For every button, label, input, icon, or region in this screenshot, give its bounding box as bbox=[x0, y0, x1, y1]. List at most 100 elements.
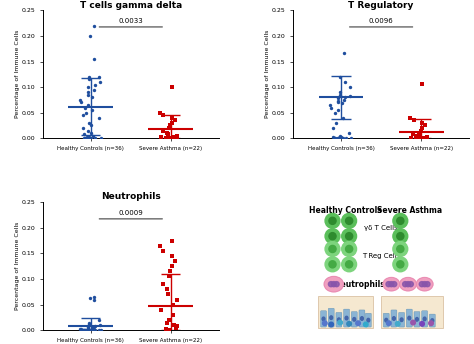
Point bbox=[89, 327, 96, 333]
Circle shape bbox=[329, 233, 336, 240]
Circle shape bbox=[346, 217, 353, 224]
Point bbox=[342, 136, 349, 141]
Point bbox=[337, 134, 345, 140]
Point bbox=[81, 327, 88, 333]
Point bbox=[86, 295, 94, 301]
Circle shape bbox=[364, 322, 368, 327]
Circle shape bbox=[334, 282, 339, 287]
Circle shape bbox=[322, 321, 327, 325]
Point bbox=[87, 136, 94, 141]
Point bbox=[342, 95, 349, 100]
Ellipse shape bbox=[361, 317, 364, 320]
Point bbox=[168, 115, 176, 120]
Point bbox=[97, 136, 105, 141]
FancyBboxPatch shape bbox=[344, 309, 349, 327]
Text: T Reg Cells: T Reg Cells bbox=[362, 253, 401, 259]
Point bbox=[423, 136, 431, 141]
Point bbox=[171, 118, 179, 123]
Point bbox=[419, 120, 426, 126]
Ellipse shape bbox=[330, 316, 333, 320]
Point bbox=[341, 79, 348, 85]
Ellipse shape bbox=[385, 318, 388, 322]
Ellipse shape bbox=[322, 317, 325, 321]
Circle shape bbox=[420, 322, 424, 326]
Point bbox=[97, 327, 105, 333]
Point bbox=[84, 327, 91, 333]
FancyBboxPatch shape bbox=[414, 312, 420, 327]
FancyBboxPatch shape bbox=[381, 296, 443, 328]
Point bbox=[156, 243, 164, 248]
Point bbox=[406, 115, 414, 120]
Text: Healthy Controls: Healthy Controls bbox=[309, 206, 382, 215]
Point bbox=[329, 125, 337, 131]
Point bbox=[84, 89, 92, 95]
Ellipse shape bbox=[337, 318, 340, 322]
Point bbox=[87, 327, 94, 333]
Point bbox=[83, 134, 91, 140]
Point bbox=[419, 135, 427, 141]
Point bbox=[172, 325, 180, 331]
Text: Severe Asthma: Severe Asthma bbox=[377, 206, 442, 215]
Point bbox=[77, 100, 85, 105]
Point bbox=[163, 130, 171, 136]
Point bbox=[421, 123, 429, 128]
Point bbox=[79, 327, 87, 333]
Circle shape bbox=[342, 257, 356, 272]
Circle shape bbox=[397, 217, 404, 224]
Point bbox=[81, 327, 89, 333]
Point bbox=[163, 287, 171, 292]
FancyBboxPatch shape bbox=[406, 309, 412, 327]
Point bbox=[338, 101, 346, 106]
Circle shape bbox=[329, 245, 336, 252]
Point bbox=[416, 130, 423, 136]
Point bbox=[329, 135, 337, 140]
Circle shape bbox=[397, 261, 404, 268]
Point bbox=[346, 130, 353, 136]
Title: T Regulatory: T Regulatory bbox=[348, 1, 414, 10]
Point bbox=[423, 135, 431, 140]
Point bbox=[416, 136, 423, 141]
Point bbox=[95, 74, 103, 79]
Point bbox=[84, 323, 92, 329]
FancyBboxPatch shape bbox=[391, 310, 397, 327]
Point bbox=[91, 136, 99, 141]
Point bbox=[165, 125, 173, 131]
Point bbox=[84, 327, 91, 333]
Circle shape bbox=[338, 320, 343, 325]
Ellipse shape bbox=[392, 317, 395, 320]
FancyBboxPatch shape bbox=[383, 313, 389, 327]
Point bbox=[160, 248, 167, 254]
Circle shape bbox=[411, 320, 415, 325]
Point bbox=[332, 110, 339, 116]
Circle shape bbox=[389, 282, 394, 287]
Point bbox=[173, 297, 181, 302]
Point bbox=[90, 324, 98, 330]
Point bbox=[88, 327, 95, 333]
Circle shape bbox=[342, 229, 356, 244]
FancyBboxPatch shape bbox=[429, 314, 435, 327]
Circle shape bbox=[347, 322, 351, 326]
Ellipse shape bbox=[431, 319, 434, 322]
Point bbox=[84, 324, 92, 330]
Point bbox=[163, 326, 170, 332]
Circle shape bbox=[408, 282, 413, 287]
Point bbox=[335, 98, 342, 104]
Ellipse shape bbox=[367, 318, 370, 322]
Point bbox=[85, 135, 93, 140]
Circle shape bbox=[346, 245, 353, 252]
Point bbox=[164, 131, 172, 137]
Point bbox=[410, 118, 418, 123]
Circle shape bbox=[392, 282, 397, 287]
Point bbox=[86, 74, 93, 79]
Circle shape bbox=[397, 233, 404, 240]
Circle shape bbox=[356, 321, 360, 325]
Point bbox=[91, 323, 99, 329]
Circle shape bbox=[393, 213, 408, 228]
Point bbox=[334, 135, 342, 141]
Circle shape bbox=[428, 321, 433, 325]
Ellipse shape bbox=[324, 277, 343, 292]
Circle shape bbox=[325, 257, 340, 272]
Point bbox=[168, 84, 176, 90]
Point bbox=[85, 327, 93, 333]
Point bbox=[419, 136, 427, 141]
